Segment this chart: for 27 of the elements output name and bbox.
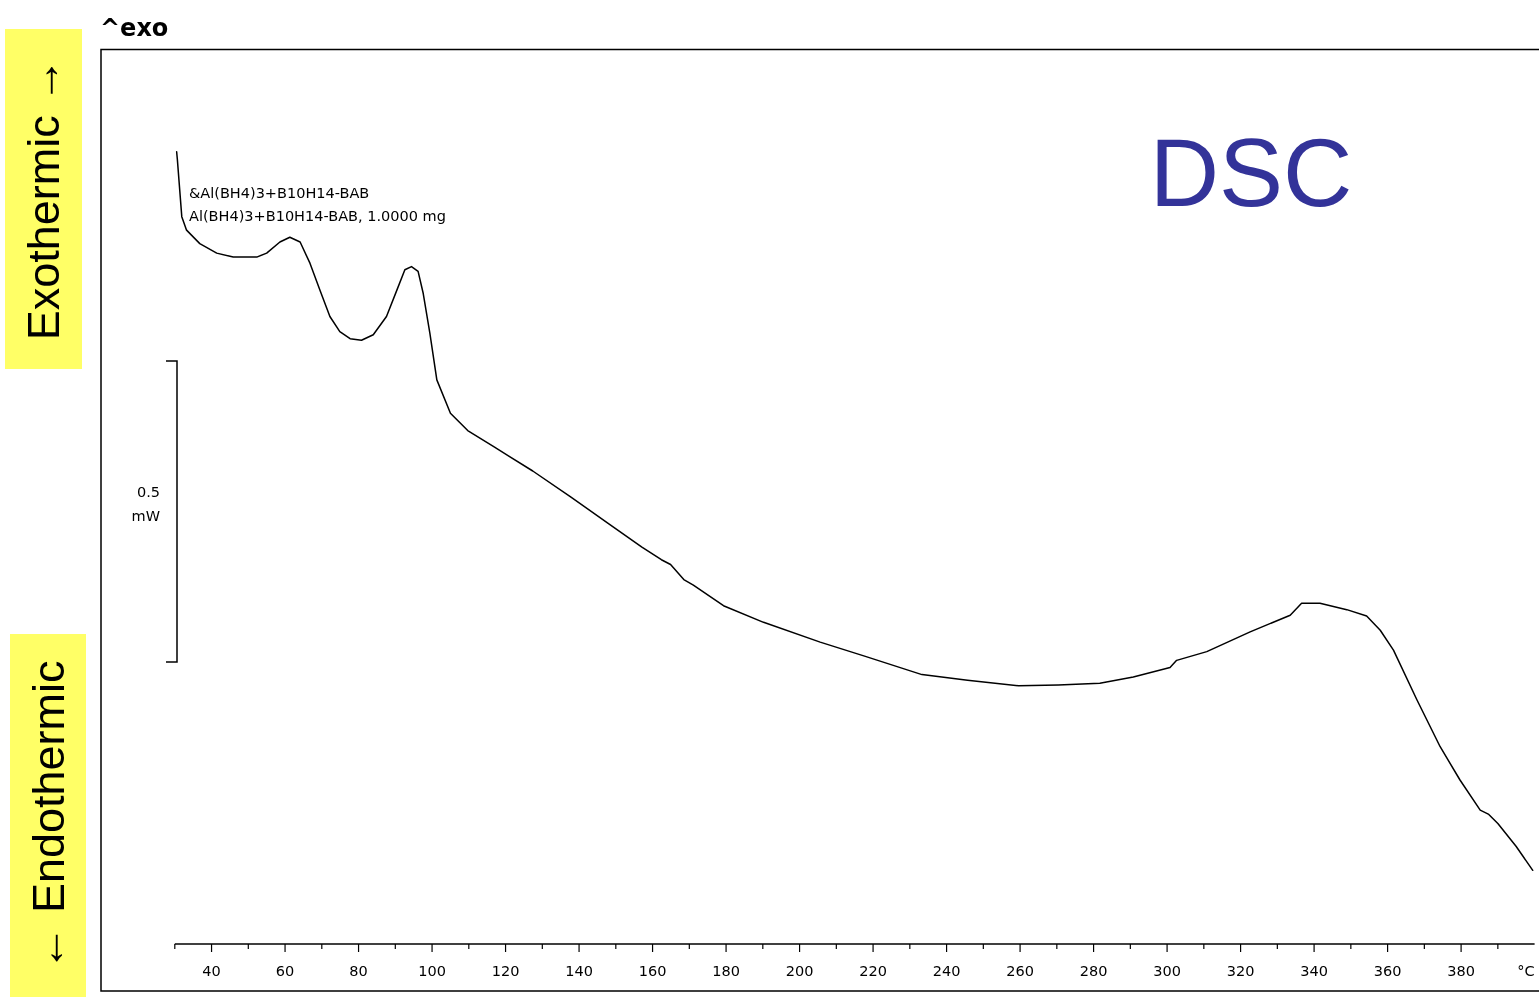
annotation: Al(BH4)3+B10H14-BAB, 1.0000 mg <box>189 208 446 224</box>
text: ^exo <box>100 14 169 42</box>
x-tick-label: 240 <box>932 963 961 979</box>
text: mW <box>131 508 160 524</box>
text: 0.5 <box>136 484 160 500</box>
text: Exothermic → <box>18 57 69 341</box>
x-tick-label: 260 <box>1006 963 1034 979</box>
x-tick-label: 100 <box>418 963 446 979</box>
x-tick-label: 200 <box>785 963 814 979</box>
annotation: &Al(BH4)3+B10H14-BAB <box>189 185 370 201</box>
x-tick-label: 60 <box>275 963 295 979</box>
x-tick-label: 320 <box>1226 963 1255 979</box>
x-tick-label: 140 <box>565 963 593 979</box>
x-tick-label: 80 <box>349 963 368 979</box>
x-tick-label: 180 <box>712 963 740 979</box>
text: ← Endothermic <box>22 660 74 971</box>
x-tick-label: 340 <box>1300 963 1328 979</box>
x-tick-label: 160 <box>638 963 667 979</box>
x-tick-label: 120 <box>491 963 520 979</box>
x-tick-label: 380 <box>1447 963 1475 979</box>
x-tick-label: 220 <box>859 963 887 979</box>
x-tick-label: 300 <box>1153 963 1181 979</box>
x-tick-label: 280 <box>1079 963 1108 979</box>
x-axis-title: °C <box>1517 963 1535 979</box>
x-tick-label: 40 <box>202 963 221 979</box>
x-tick-label: 360 <box>1373 963 1402 979</box>
chart-title: DSC <box>1149 119 1353 226</box>
